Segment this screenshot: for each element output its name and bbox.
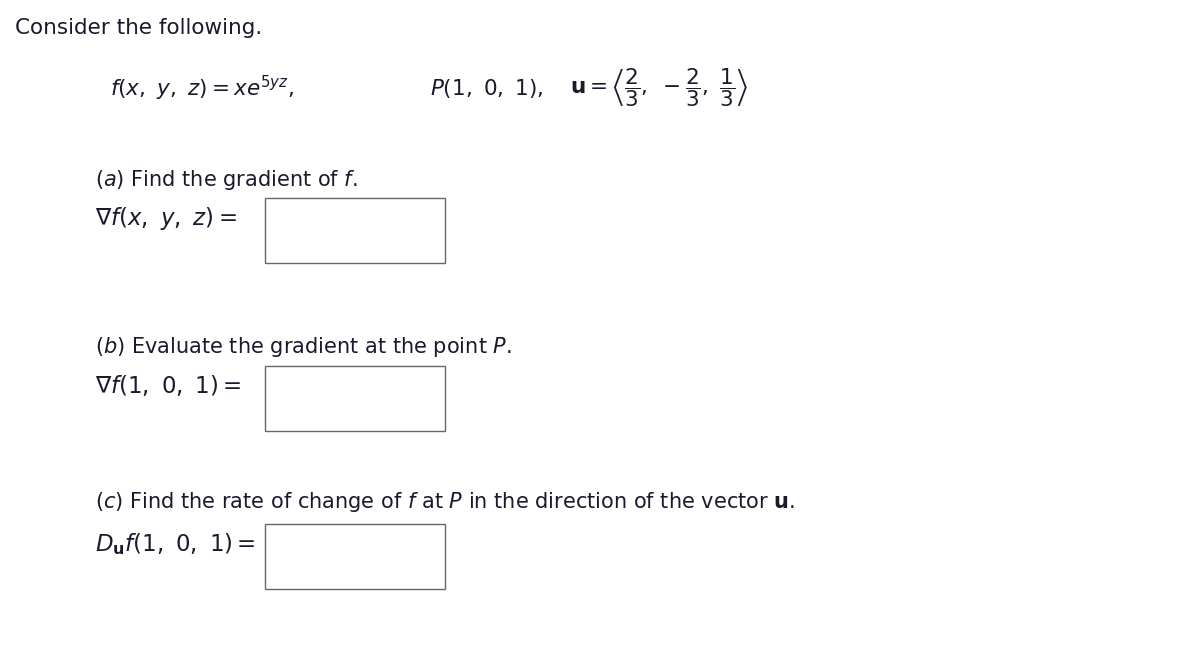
Text: $f(x,\ y,\ z) = xe^{5yz},$: $f(x,\ y,\ z) = xe^{5yz},$: [110, 73, 294, 103]
Text: $(c)$ Find the rate of change of $f$ at $P$ in the direction of the vector $\mat: $(c)$ Find the rate of change of $f$ at …: [95, 490, 795, 514]
Text: $(a)$ Find the gradient of $f.$: $(a)$ Find the gradient of $f.$: [95, 168, 358, 192]
Bar: [265, 524, 445, 589]
Text: $D_\mathbf{u}f(1,\ 0,\ 1) =$: $D_\mathbf{u}f(1,\ 0,\ 1) =$: [95, 531, 255, 557]
Text: $P(1,\ 0,\ 1),$: $P(1,\ 0,\ 1),$: [430, 77, 543, 99]
Text: $(b)$ Evaluate the gradient at the point $P.$: $(b)$ Evaluate the gradient at the point…: [95, 335, 512, 359]
Bar: [265, 366, 445, 431]
Text: $\nabla f(x,\ y,\ z) =$: $\nabla f(x,\ y,\ z) =$: [95, 205, 237, 232]
Text: Consider the following.: Consider the following.: [14, 18, 262, 38]
Text: $\mathbf{u} = \left\langle \dfrac{2}{3},\ -\dfrac{2}{3},\ \dfrac{1}{3} \right\ra: $\mathbf{u} = \left\langle \dfrac{2}{3},…: [569, 67, 749, 109]
Text: $\nabla f(1,\ 0,\ 1) =$: $\nabla f(1,\ 0,\ 1) =$: [95, 373, 242, 398]
Bar: [265, 198, 445, 263]
